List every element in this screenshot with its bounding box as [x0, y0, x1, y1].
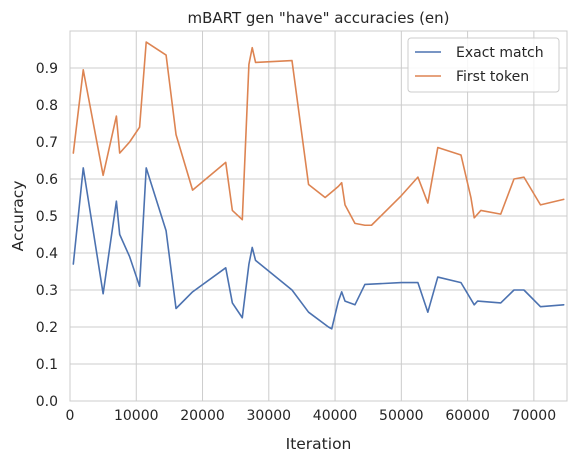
legend-label-exact-match: Exact match [456, 45, 544, 61]
x-tick-label: 20000 [180, 408, 225, 424]
legend-box [407, 37, 560, 93]
x-tick-label: 30000 [247, 408, 292, 424]
y-tick-label: 0.4 [36, 246, 58, 262]
y-tick-label: 0.0 [36, 394, 58, 410]
y-tick-label: 0.9 [36, 61, 58, 77]
chart-title: mBART gen "have" accuracies (en) [187, 9, 449, 27]
x-tick-label: 40000 [313, 408, 358, 424]
legend-label-first-token: First token [456, 69, 529, 85]
series-lines [72, 41, 565, 330]
x-tick-label: 70000 [512, 408, 557, 424]
y-tick-label: 0.5 [36, 209, 58, 225]
legend: Exact match First token [407, 37, 560, 93]
y-tick-label: 0.6 [36, 172, 58, 188]
x-tick-labels: 0 10000 20000 30000 40000 50000 60000 70000 [66, 408, 557, 424]
y-tick-label: 0.3 [36, 283, 58, 299]
x-tick-label: 10000 [114, 408, 159, 424]
y-tick-label: 0.1 [36, 357, 58, 373]
x-tick-label: 0 [66, 408, 75, 424]
series-line-first-token [72, 41, 565, 227]
x-tick-label: 50000 [379, 408, 424, 424]
plot-frame [69, 30, 568, 402]
y-axis-label: Accuracy [9, 181, 27, 252]
y-tick-label: 0.8 [36, 98, 58, 114]
x-tick-label: 60000 [445, 408, 490, 424]
y-tick-label: 0.7 [36, 135, 58, 151]
y-tick-labels: 0.0 0.1 0.2 0.3 0.4 0.5 0.6 0.7 0.8 0.9 [36, 61, 58, 410]
x-axis-label: Iteration [286, 435, 352, 453]
y-tick-label: 0.2 [36, 320, 58, 336]
series-line-exact-match [72, 167, 565, 330]
